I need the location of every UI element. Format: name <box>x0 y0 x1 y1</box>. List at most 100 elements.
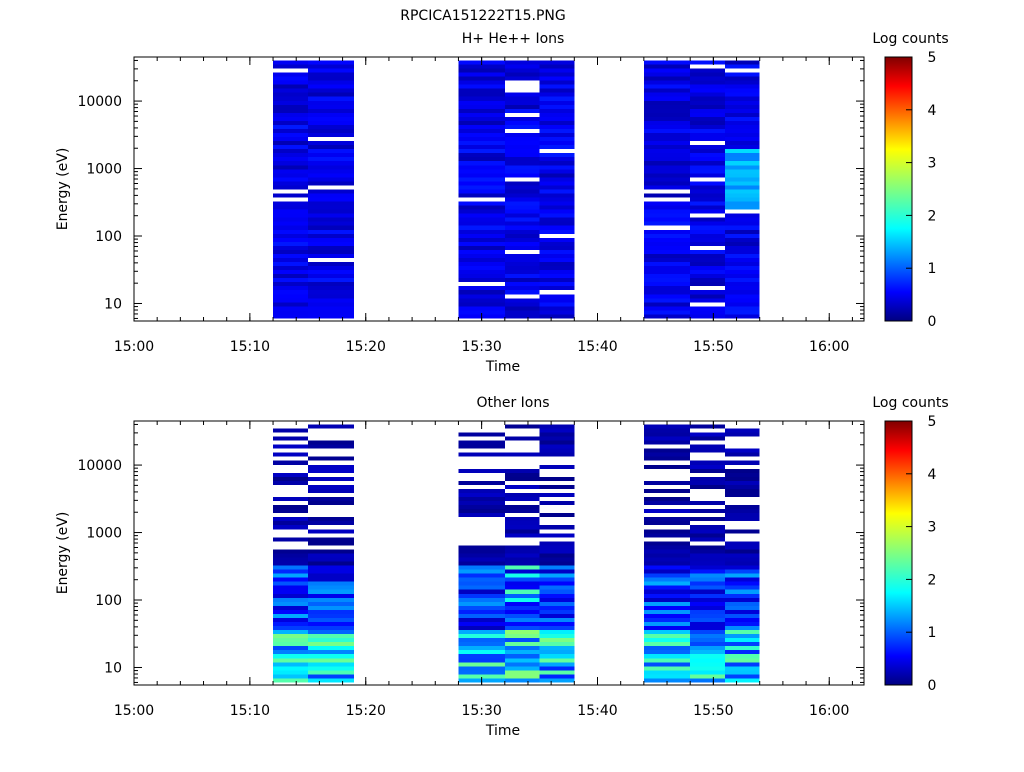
heatmap-cell <box>504 597 540 602</box>
heatmap-cell <box>273 72 308 77</box>
heatmap-cell <box>539 64 575 69</box>
heatmap-cell <box>724 557 760 562</box>
heatmap-cell <box>273 557 308 562</box>
heatmap-cell <box>690 436 725 441</box>
colorbar-tick-label: 0 <box>928 314 937 330</box>
heatmap-cell <box>643 88 691 93</box>
heatmap-cell <box>273 76 308 81</box>
heatmap-cell <box>643 541 691 546</box>
heatmap-cell <box>643 557 691 562</box>
colorbar: 0 1 2 3 4 5 Log counts <box>872 395 948 694</box>
heatmap-cell <box>690 233 725 238</box>
heatmap-cell <box>690 298 725 303</box>
heatmap-cell <box>458 76 505 81</box>
heatmap-cell <box>504 241 540 246</box>
heatmap-cell <box>643 84 691 89</box>
heatmap-bins <box>273 424 760 683</box>
heatmap-cell <box>273 88 308 93</box>
heatmap-cell <box>690 553 725 558</box>
heatmap-cell <box>273 626 308 631</box>
heatmap-cell <box>504 205 540 210</box>
heatmap-cell <box>539 674 575 679</box>
heatmap-cell <box>724 173 760 178</box>
heatmap-cell <box>458 257 505 263</box>
heatmap-cell <box>539 650 575 655</box>
panel-title: H+ He++ Ions <box>462 31 565 47</box>
heatmap-cell <box>690 249 725 254</box>
heatmap-cell <box>724 84 760 89</box>
heatmap-cell <box>643 488 691 493</box>
heatmap-cell <box>690 646 725 651</box>
colorbar-tick-label: 2 <box>928 572 937 588</box>
heatmap-cell <box>539 581 575 586</box>
heatmap-cell <box>690 630 725 635</box>
heatmap-cell <box>504 452 540 457</box>
heatmap-cell <box>273 436 308 441</box>
heatmap-cell <box>690 153 725 158</box>
heatmap-cell <box>724 128 760 134</box>
x-tick-label: 16:00 <box>809 703 849 719</box>
heatmap-cell <box>307 193 355 198</box>
heatmap-cell <box>504 626 540 631</box>
heatmap-cell <box>504 569 540 574</box>
y-tick-label: 100 <box>95 593 122 609</box>
heatmap-cell <box>458 452 505 457</box>
heatmap-cell <box>643 249 691 254</box>
heatmap-cell <box>307 217 355 222</box>
heatmap-cell <box>307 424 355 429</box>
heatmap-cell <box>643 60 691 65</box>
heatmap-cell <box>724 529 760 534</box>
heatmap-cell <box>307 116 355 121</box>
x-tick-label: 15:10 <box>230 703 270 719</box>
heatmap-cell <box>504 674 540 679</box>
x-tick-label: 15:00 <box>114 339 154 355</box>
heatmap-cell <box>690 501 725 506</box>
heatmap-cell <box>504 492 540 498</box>
heatmap-cell <box>724 476 760 481</box>
heatmap-cell <box>539 501 575 506</box>
heatmap-cell <box>724 517 760 522</box>
heatmap-cell <box>273 153 308 158</box>
heatmap-cell <box>539 266 575 271</box>
heatmap-cell <box>539 213 575 218</box>
heatmap-cell <box>539 569 575 574</box>
heatmap-cell <box>307 670 355 675</box>
heatmap-cell <box>690 294 725 299</box>
heatmap-cell <box>273 221 308 226</box>
heatmap-cell <box>458 165 505 170</box>
heatmap-cell <box>273 92 308 97</box>
heatmap-cell <box>539 609 575 614</box>
heatmap-cell <box>504 290 540 295</box>
heatmap-cell <box>307 561 355 566</box>
heatmap-cell <box>458 278 505 283</box>
heatmap-cell <box>539 561 575 566</box>
heatmap-cell <box>690 674 725 679</box>
heatmap-cell <box>458 262 505 267</box>
heatmap-cell <box>273 237 308 242</box>
heatmap-cell <box>504 553 540 558</box>
heatmap-cell <box>458 274 505 279</box>
heatmap-cell <box>690 84 725 89</box>
heatmap-cell <box>539 298 575 303</box>
heatmap-cell <box>273 674 308 679</box>
heatmap-cell <box>643 634 691 639</box>
heatmap-cell <box>643 480 691 485</box>
x-tick-label: 15:00 <box>114 703 154 719</box>
heatmap-cell <box>307 444 355 449</box>
heatmap-cell <box>273 141 308 146</box>
heatmap-cell <box>273 569 308 574</box>
heatmap-cell <box>643 96 691 101</box>
heatmap-cell <box>458 630 505 635</box>
heatmap-cell <box>690 116 725 121</box>
heatmap-cell <box>307 626 355 631</box>
heatmap-cell <box>643 569 691 574</box>
heatmap-cell <box>307 282 355 287</box>
heatmap-cell <box>504 157 540 162</box>
heatmap-cell <box>539 541 575 546</box>
heatmap-cell <box>724 253 760 258</box>
heatmap-cell <box>643 424 691 429</box>
heatmap-cell <box>458 241 505 246</box>
heatmap-cell <box>539 274 575 279</box>
heatmap-cell <box>690 112 725 117</box>
heatmap-cell <box>504 133 540 138</box>
